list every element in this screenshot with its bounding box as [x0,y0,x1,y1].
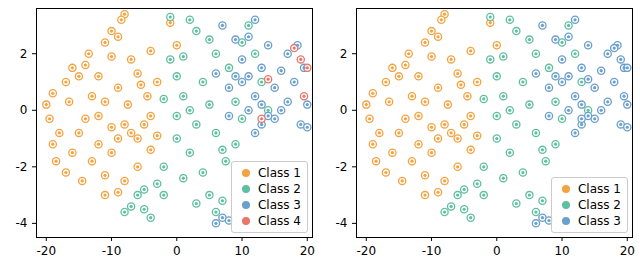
html-text:Class 4: Class 4 [258,214,301,228]
html-text:Class 3: Class 3 [258,198,301,212]
svg-text:2: 2 [20,47,28,61]
svg-text:-4: -4 [16,216,28,230]
svg-text:-10: -10 [422,244,442,258]
svg-text:0: 0 [173,244,181,258]
svg-text:-2: -2 [16,160,28,174]
svg-text:0: 0 [340,103,348,117]
svg-text:20: 20 [620,244,635,258]
svg-text:-2: -2 [336,160,348,174]
svg-text:-20: -20 [356,244,376,258]
svg-text:0: 0 [20,103,28,117]
svg-text:10: 10 [554,244,569,258]
html-text:Class 2: Class 2 [258,182,301,196]
svg-text:0: 0 [493,244,501,258]
svg-text:-10: -10 [102,244,122,258]
svg-text:2: 2 [340,47,348,61]
html-text:Class 1: Class 1 [258,166,301,180]
html-text:Class 1: Class 1 [578,182,621,196]
svg-text:-20: -20 [36,244,56,258]
svg-text:10: 10 [234,244,249,258]
html-text:Class 2: Class 2 [578,198,621,212]
svg-text:20: 20 [300,244,315,258]
svg-text:-4: -4 [336,216,348,230]
html-text:Class 3: Class 3 [578,214,621,228]
